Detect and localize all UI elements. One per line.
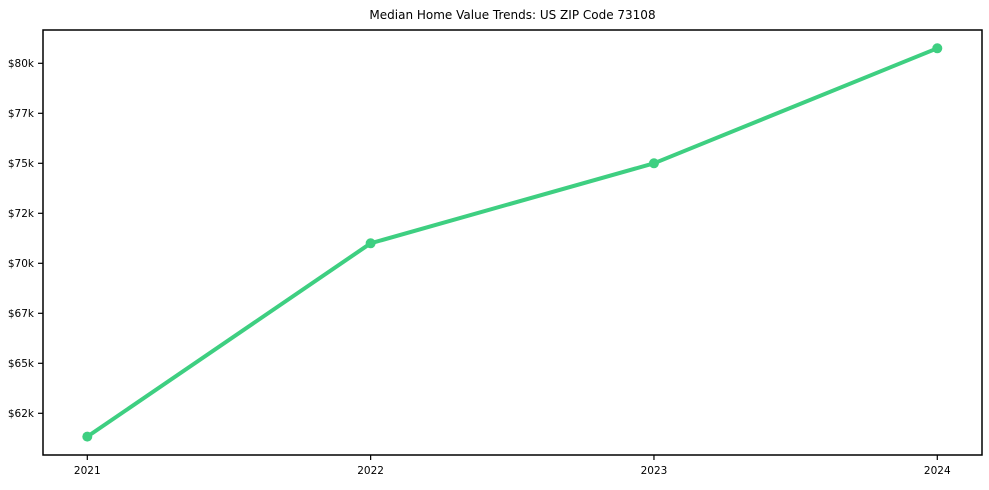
y-tick-label: $80k [8,58,35,70]
x-tick-label: 2024 [924,465,951,477]
data-point-marker [365,238,376,249]
y-tick-label: $65k [8,358,35,370]
y-tick-label: $70k [8,258,35,270]
data-point-marker [82,431,93,442]
y-tick-label: $77k [8,108,35,120]
data-point-marker [648,158,659,169]
x-tick-label: 2023 [641,465,668,477]
y-tick-label: $72k [8,208,35,220]
x-tick-label: 2022 [357,465,384,477]
x-tick-label: 2021 [74,465,101,477]
plot-border [42,29,983,456]
data-point-marker [932,43,943,54]
y-tick-label: $62k [8,408,35,420]
chart-title: Median Home Value Trends: US ZIP Code 73… [369,8,656,22]
y-tick-label: $75k [8,158,35,170]
trend-line [85,46,940,439]
y-tick-label: $67k [8,308,35,320]
